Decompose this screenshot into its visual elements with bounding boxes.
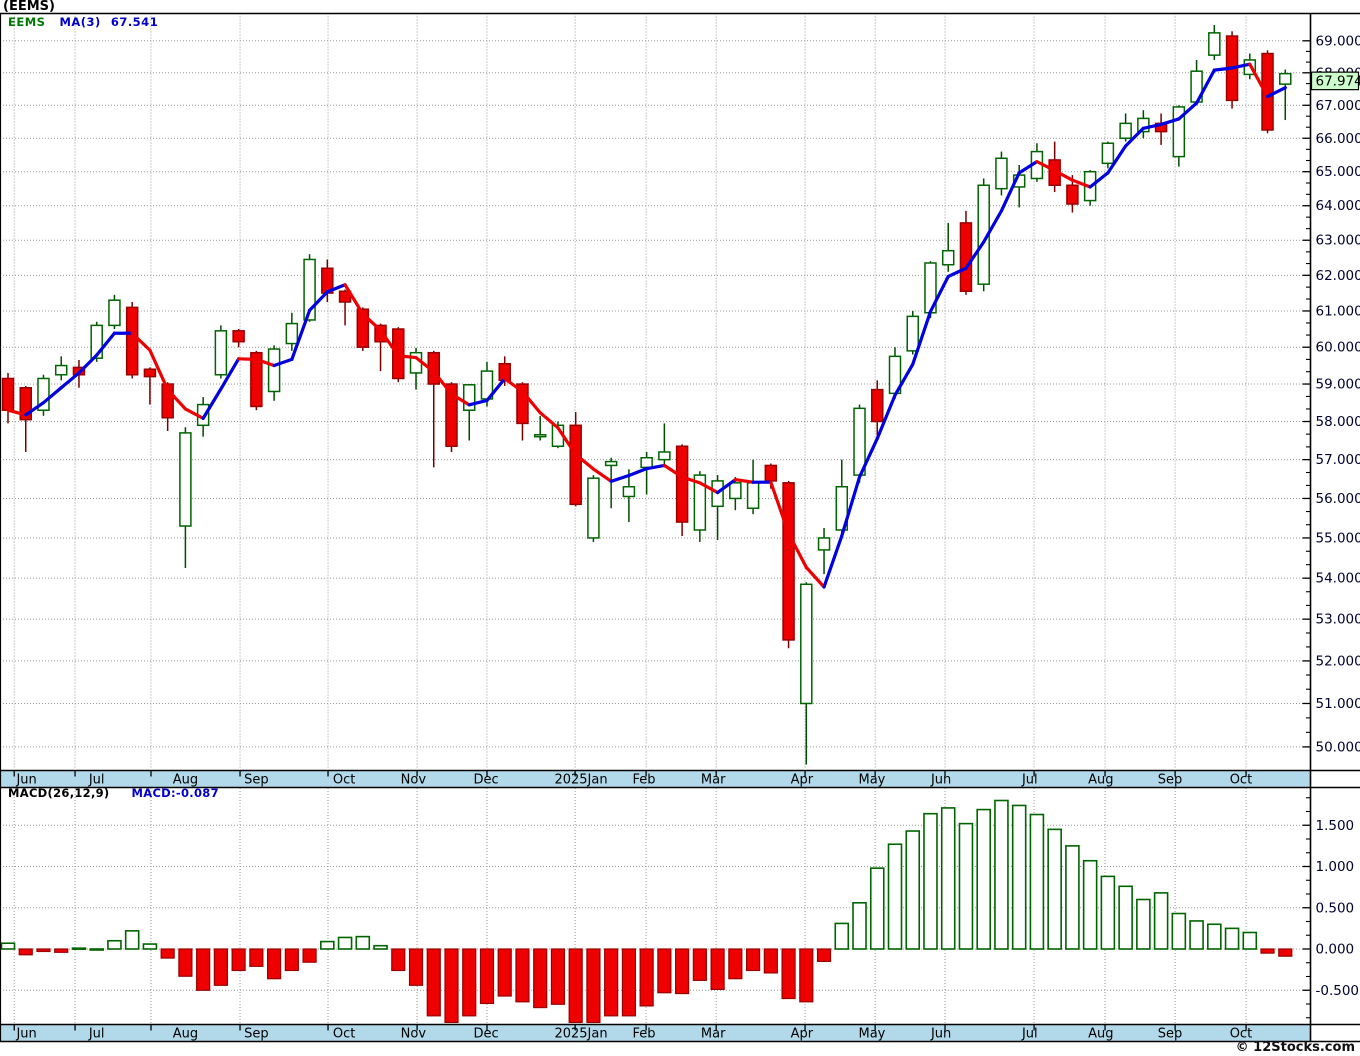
time-axis-strips: Jun Jul Aug Sep Oct Nov Dec 2025Jan Feb Mar Apr May… xyxy=(0,769,1360,1043)
svg-text:0.000: 0.000 xyxy=(1316,942,1355,958)
svg-text:64.000: 64.000 xyxy=(1316,198,1360,214)
svg-text:Nov: Nov xyxy=(401,773,427,788)
macd-axis: 1.500 1.000 0.500 0.000 -0.500 xyxy=(1302,797,1360,1019)
candles-series xyxy=(1,24,1292,765)
svg-text:55.000: 55.000 xyxy=(1316,530,1360,546)
svg-text:67.974: 67.974 xyxy=(1316,74,1360,90)
price-legend: EEMS MA(3) 67.541 xyxy=(8,15,158,29)
svg-text:Oct: Oct xyxy=(333,1027,355,1042)
svg-text:Oct: Oct xyxy=(333,773,355,788)
svg-text:1.000: 1.000 xyxy=(1316,859,1355,875)
svg-text:Aug: Aug xyxy=(173,1027,198,1042)
svg-text:61.000: 61.000 xyxy=(1316,303,1360,319)
svg-text:54.000: 54.000 xyxy=(1316,571,1360,587)
svg-text:66.000: 66.000 xyxy=(1316,131,1360,147)
ma-value: 67.541 xyxy=(110,15,159,29)
svg-text:Jul: Jul xyxy=(88,773,105,788)
svg-text:Mar: Mar xyxy=(701,773,726,788)
svg-text:2025Jan: 2025Jan xyxy=(554,1027,607,1042)
svg-text:53.000: 53.000 xyxy=(1316,612,1360,628)
svg-text:Apr: Apr xyxy=(791,1027,814,1042)
svg-text:Sep: Sep xyxy=(1158,773,1183,788)
last-price-badge: 67.974 xyxy=(1310,71,1360,91)
svg-text:Oct: Oct xyxy=(1230,773,1252,788)
svg-text:67.000: 67.000 xyxy=(1316,98,1360,114)
svg-text:52.000: 52.000 xyxy=(1316,653,1360,669)
svg-text:-0.500: -0.500 xyxy=(1316,983,1360,999)
svg-text:Jun: Jun xyxy=(15,773,36,788)
ma-line xyxy=(6,62,1287,589)
svg-text:Nov: Nov xyxy=(401,1027,427,1042)
svg-text:51.000: 51.000 xyxy=(1316,696,1360,712)
svg-text:Sep: Sep xyxy=(1158,1027,1183,1042)
svg-text:Dec: Dec xyxy=(474,773,499,788)
svg-text:Dec: Dec xyxy=(474,1027,499,1042)
svg-text:Jun: Jun xyxy=(15,1027,36,1042)
svg-text:May: May xyxy=(858,1027,885,1042)
svg-text:May: May xyxy=(858,773,885,788)
macd-legend: MACD(26,12,9) MACD:-0.087 xyxy=(8,786,219,800)
svg-text:Feb: Feb xyxy=(632,773,655,788)
svg-text:Sep: Sep xyxy=(244,1027,269,1042)
svg-text:Aug: Aug xyxy=(1088,773,1113,788)
svg-text:50.000: 50.000 xyxy=(1316,739,1360,755)
svg-text:Jul: Jul xyxy=(1021,1027,1038,1042)
macd-histogram xyxy=(0,799,1293,1024)
svg-text:65.000: 65.000 xyxy=(1316,164,1360,180)
svg-text:60.000: 60.000 xyxy=(1316,340,1360,356)
svg-text:57.000: 57.000 xyxy=(1316,452,1360,468)
svg-text:Feb: Feb xyxy=(632,1027,655,1042)
svg-text:63.000: 63.000 xyxy=(1316,233,1360,249)
chart-title: (EEMS) xyxy=(3,0,55,14)
ma-label: MA(3) xyxy=(59,15,101,29)
svg-text:Apr: Apr xyxy=(791,773,814,788)
svg-text:69.000: 69.000 xyxy=(1316,33,1360,49)
svg-text:Aug: Aug xyxy=(173,773,198,788)
svg-text:Sep: Sep xyxy=(244,773,269,788)
svg-text:Aug: Aug xyxy=(1088,1027,1113,1042)
symbol-label: EEMS xyxy=(8,15,46,29)
svg-text:62.000: 62.000 xyxy=(1316,268,1360,284)
svg-text:1.500: 1.500 xyxy=(1316,818,1355,834)
svg-text:58.000: 58.000 xyxy=(1316,414,1360,430)
svg-text:Oct: Oct xyxy=(1230,1027,1252,1042)
svg-text:0.500: 0.500 xyxy=(1316,900,1355,916)
panel-borders xyxy=(0,12,1360,1042)
svg-text:59.000: 59.000 xyxy=(1316,377,1360,393)
macd-value-label: MACD:-0.087 xyxy=(131,786,219,800)
svg-text:Jul: Jul xyxy=(1021,773,1038,788)
svg-text:Jun: Jun xyxy=(930,773,951,788)
svg-text:56.000: 56.000 xyxy=(1316,491,1360,507)
copyright-label: © 12Stocks.com xyxy=(1235,1040,1355,1055)
macd-params-label: MACD(26,12,9) xyxy=(8,786,110,800)
svg-text:Jul: Jul xyxy=(88,1027,105,1042)
svg-text:Jun: Jun xyxy=(930,1027,951,1042)
svg-text:2025Jan: 2025Jan xyxy=(554,773,607,788)
svg-text:Mar: Mar xyxy=(701,1027,726,1042)
